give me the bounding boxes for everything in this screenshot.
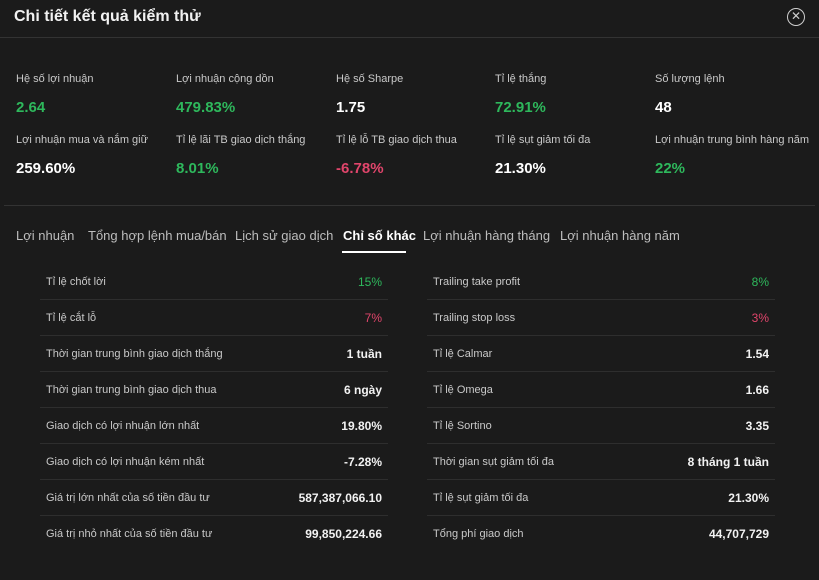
table-row: Tỉ lệ Sortino 3.35 — [427, 408, 775, 444]
metric-value: 8.01% — [176, 160, 219, 177]
table-row: Giao dịch có lợi nhuận kém nhất -7.28% — [40, 444, 388, 480]
metric-avg-loss: Tỉ lệ lỗ TB giao dịch thua -6.78% — [336, 134, 496, 177]
metrics-table-right: Trailing take profit 8% Trailing stop lo… — [427, 264, 775, 552]
table-row: Giá trị lớn nhất của số tiền đầu tư 587,… — [40, 480, 388, 516]
row-value: 3% — [751, 311, 769, 325]
metric-win-rate: Tỉ lệ thắng 72.91% — [495, 73, 655, 116]
table-row: Tỉ lệ sụt giảm tối đa 21.30% — [427, 480, 775, 516]
dialog-title: Chi tiết kết quả kiểm thử — [14, 8, 201, 25]
metric-value: 22% — [655, 160, 686, 177]
table-row: Tỉ lệ Calmar 1.54 — [427, 336, 775, 372]
metric-label: Hệ số lợi nhuận — [16, 73, 94, 85]
tab-order-summary[interactable]: Tổng hợp lệnh mua/bán — [88, 228, 227, 243]
close-icon[interactable]: ✕ — [787, 8, 805, 26]
table-row: Giá trị nhỏ nhất của số tiền đầu tư 99,8… — [40, 516, 388, 552]
row-label: Giao dịch có lợi nhuận kém nhất — [46, 456, 205, 468]
row-value: 1.54 — [745, 347, 769, 361]
metric-label: Hệ số Sharpe — [336, 73, 404, 85]
metric-label: Lợi nhuận mua và nắm giữ — [16, 134, 148, 146]
row-value: 8 tháng 1 tuần — [687, 455, 769, 469]
table-row: Thời gian sụt giảm tối đa 8 tháng 1 tuần — [427, 444, 775, 480]
metric-annual-profit: Lợi nhuận trung bình hàng năm 22% — [655, 134, 815, 177]
metric-label: Tỉ lệ sụt giảm tối đa — [495, 134, 591, 146]
metric-buy-and-hold: Lợi nhuận mua và nắm giữ 259.60% — [16, 134, 176, 177]
table-row: Giao dịch có lợi nhuận lớn nhất 19.80% — [40, 408, 388, 444]
metric-label: Tỉ lệ lãi TB giao dịch thắng — [176, 134, 306, 146]
metric-label: Lợi nhuận trung bình hàng năm — [655, 134, 809, 146]
metric-value: 2.64 — [16, 99, 46, 116]
metric-label: Số lượng lệnh — [655, 73, 725, 85]
tab-other-metrics[interactable]: Chỉ số khác — [343, 228, 416, 243]
table-row: Tỉ lệ cắt lỗ 7% — [40, 300, 388, 336]
metric-label: Tỉ lệ lỗ TB giao dịch thua — [336, 134, 457, 146]
row-value: 21.30% — [728, 491, 769, 505]
row-value: 8% — [751, 275, 769, 289]
dialog-header: Chi tiết kết quả kiểm thử ✕ — [0, 0, 819, 38]
metric-order-count: Số lượng lệnh 48 — [655, 73, 815, 116]
row-label: Tỉ lệ Omega — [433, 384, 493, 396]
metric-sharpe: Hệ số Sharpe 1.75 — [336, 73, 496, 116]
row-label: Trailing stop loss — [433, 312, 516, 324]
metric-value: 479.83% — [176, 99, 236, 116]
row-label: Giá trị lớn nhất của số tiền đầu tư — [46, 492, 210, 504]
row-label: Giao dịch có lợi nhuận lớn nhất — [46, 420, 200, 432]
row-value: 15% — [357, 275, 382, 289]
row-label: Tỉ lệ chốt lời — [46, 276, 106, 288]
table-row: Trailing take profit 8% — [427, 264, 775, 300]
metric-label: Tỉ lệ thắng — [495, 73, 547, 85]
table-row: Tỉ lệ chốt lời 15% — [40, 264, 388, 300]
table-row: Tổng phí giao dịch 44,707,729 — [427, 516, 775, 552]
metric-value: 259.60% — [16, 160, 76, 177]
table-row: Thời gian trung bình giao dịch thắng 1 t… — [40, 336, 388, 372]
metric-value: -6.78% — [336, 160, 384, 177]
summary-metrics: Hệ số lợi nhuận 2.64 Lợi nhuận cộng dồn … — [0, 38, 819, 204]
metric-profit-factor: Hệ số lợi nhuận 2.64 — [16, 73, 176, 116]
tab-trade-history[interactable]: Lịch sử giao dịch — [235, 228, 334, 243]
section-divider — [4, 205, 815, 206]
metric-value: 72.91% — [495, 99, 546, 116]
tab-yearly-profit[interactable]: Lợi nhuận hàng năm — [560, 228, 680, 243]
metric-value: 48 — [655, 99, 672, 116]
row-label: Thời gian sụt giảm tối đa — [433, 456, 554, 468]
row-label: Thời gian trung bình giao dịch thắng — [46, 348, 223, 360]
row-value: 19.80% — [341, 419, 382, 433]
metric-cumulative-profit: Lợi nhuận cộng dồn 479.83% — [176, 73, 336, 116]
row-value: 1 tuần — [346, 347, 382, 361]
row-label: Tỉ lệ cắt lỗ — [46, 312, 97, 324]
metric-value: 1.75 — [336, 99, 366, 116]
metric-max-drawdown: Tỉ lệ sụt giảm tối đa 21.30% — [495, 134, 655, 177]
row-label: Tỉ lệ sụt giảm tối đa — [433, 492, 529, 504]
row-value: 7% — [364, 311, 382, 325]
metrics-table-left: Tỉ lệ chốt lời 15% Tỉ lệ cắt lỗ 7% Thời … — [40, 264, 388, 552]
row-value: 99,850,224.66 — [305, 527, 382, 541]
table-row: Trailing stop loss 3% — [427, 300, 775, 336]
row-label: Thời gian trung bình giao dịch thua — [46, 384, 217, 396]
tab-bar: Lợi nhuận Tổng hợp lệnh mua/bán Lịch sử … — [0, 220, 819, 254]
row-value: 6 ngày — [343, 383, 382, 397]
row-label: Trailing take profit — [433, 276, 521, 288]
row-label: Tỉ lệ Calmar — [433, 348, 493, 360]
metric-label: Lợi nhuận cộng dồn — [176, 73, 274, 85]
tab-monthly-profit[interactable]: Lợi nhuận hàng tháng — [423, 228, 551, 243]
table-row: Thời gian trung bình giao dịch thua 6 ng… — [40, 372, 388, 408]
table-row: Tỉ lệ Omega 1.66 — [427, 372, 775, 408]
row-value: 587,387,066.10 — [298, 491, 382, 505]
row-value: -7.28% — [343, 455, 382, 469]
row-label: Tổng phí giao dịch — [433, 528, 524, 540]
row-value: 1.66 — [745, 383, 769, 397]
active-tab-indicator — [342, 251, 406, 253]
row-label: Tỉ lệ Sortino — [433, 420, 492, 432]
row-label: Giá trị nhỏ nhất của số tiền đầu tư — [46, 528, 213, 540]
row-value: 44,707,729 — [708, 527, 769, 541]
tab-profit[interactable]: Lợi nhuận — [16, 228, 75, 243]
metric-avg-win: Tỉ lệ lãi TB giao dịch thắng 8.01% — [176, 134, 336, 177]
metric-value: 21.30% — [495, 160, 546, 177]
row-value: 3.35 — [745, 419, 769, 433]
